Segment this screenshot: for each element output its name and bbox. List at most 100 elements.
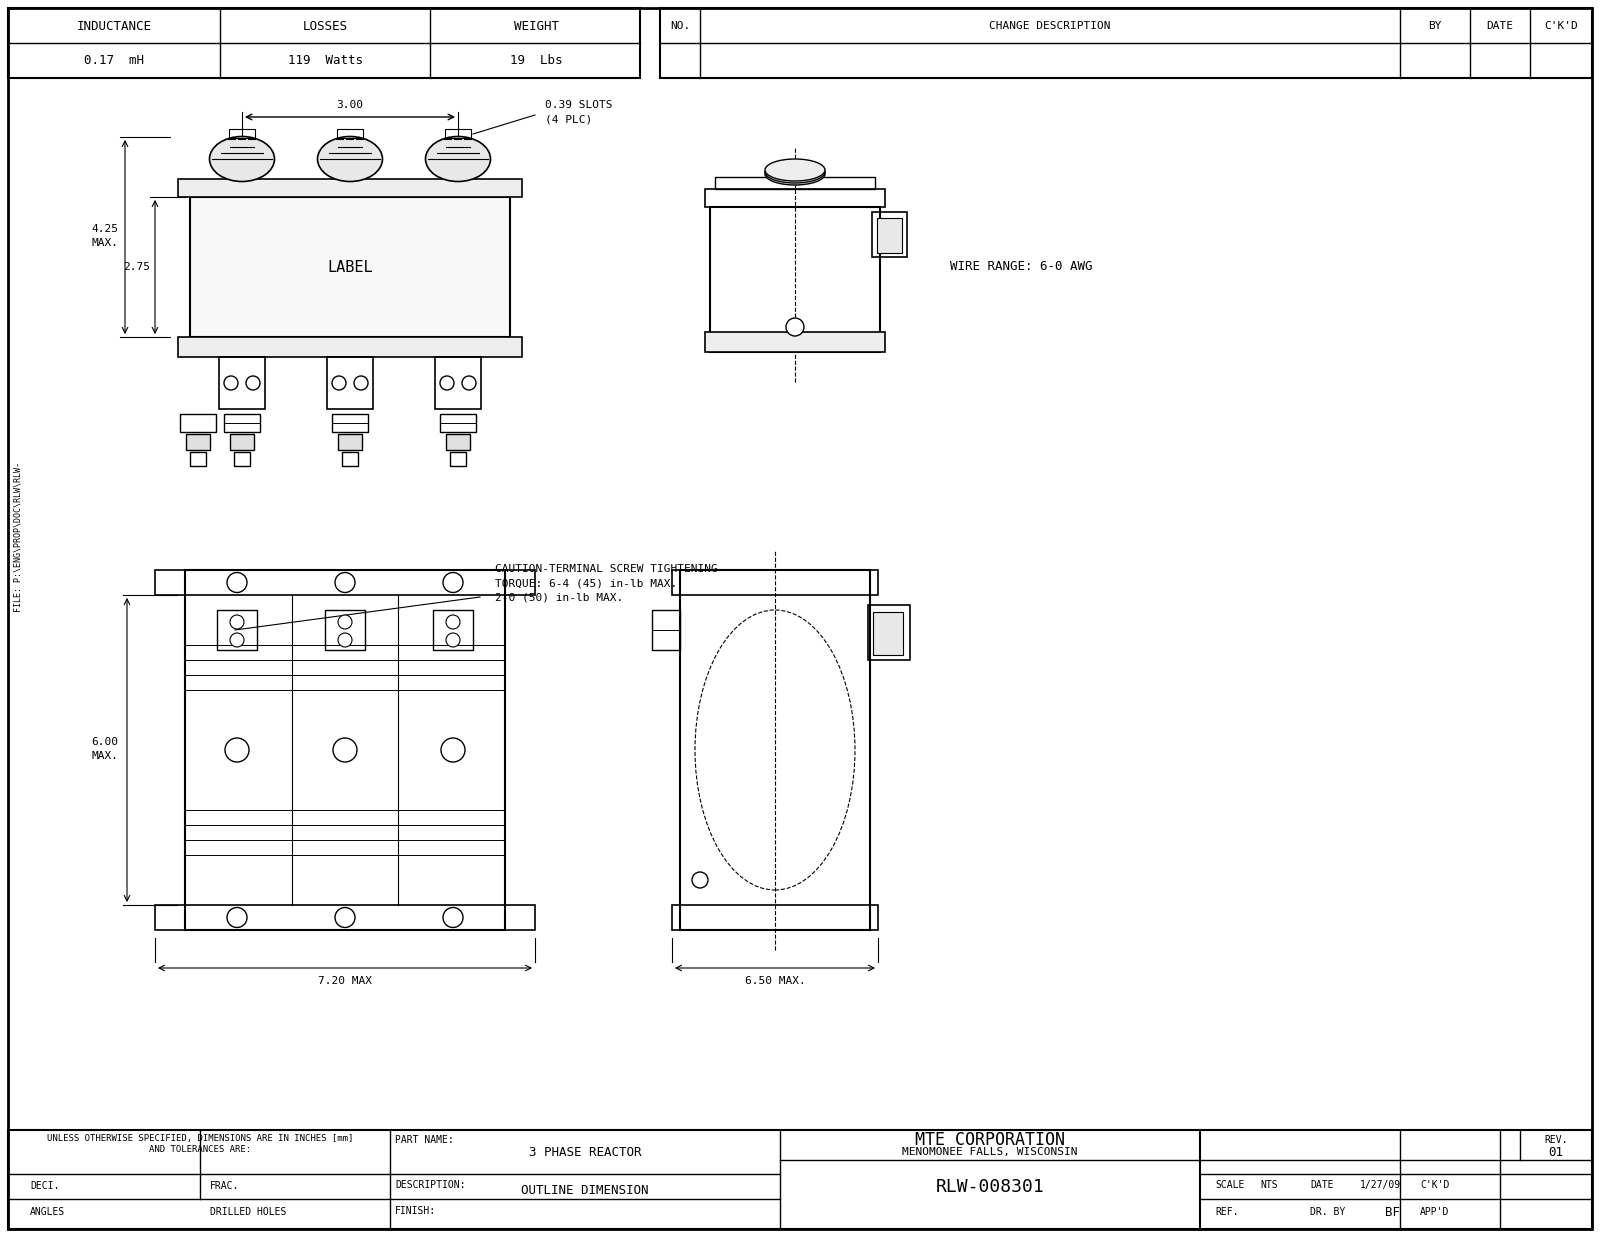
- Text: DECI.: DECI.: [30, 1181, 59, 1191]
- Bar: [178, 179, 522, 197]
- Text: 0.17  mH: 0.17 mH: [83, 53, 144, 67]
- Circle shape: [334, 908, 355, 928]
- Text: SCALE: SCALE: [1214, 1180, 1245, 1190]
- Circle shape: [334, 573, 355, 593]
- Text: 2-0 (50) in-lb MAX.: 2-0 (50) in-lb MAX.: [494, 593, 624, 602]
- Circle shape: [462, 376, 477, 390]
- Bar: [874, 612, 902, 656]
- Ellipse shape: [210, 136, 275, 182]
- Text: TORQUE: 6-4 (45) in-lb MAX.: TORQUE: 6-4 (45) in-lb MAX.: [494, 578, 677, 588]
- Circle shape: [440, 376, 454, 390]
- Bar: [224, 414, 259, 432]
- Bar: [186, 434, 210, 450]
- Circle shape: [227, 908, 246, 928]
- Text: 3 PHASE REACTOR: 3 PHASE REACTOR: [528, 1145, 642, 1159]
- Text: 6.50 MAX.: 6.50 MAX.: [744, 976, 805, 986]
- Bar: [230, 434, 254, 450]
- Text: APP'D: APP'D: [1421, 1207, 1450, 1217]
- Bar: [218, 610, 258, 649]
- Bar: [326, 357, 373, 409]
- Ellipse shape: [765, 163, 826, 186]
- Text: FRAC.: FRAC.: [210, 1181, 240, 1191]
- Bar: [342, 452, 358, 466]
- Text: MAX.: MAX.: [91, 238, 118, 247]
- Text: BY: BY: [1429, 21, 1442, 31]
- Text: MAX.: MAX.: [91, 751, 118, 761]
- Text: DESCRIPTION:: DESCRIPTION:: [395, 1180, 466, 1190]
- Bar: [234, 452, 250, 466]
- Bar: [440, 414, 477, 432]
- Bar: [661, 7, 1592, 78]
- Text: 4.25: 4.25: [91, 224, 118, 234]
- Bar: [179, 414, 216, 432]
- Text: DATE: DATE: [1310, 1180, 1333, 1190]
- Text: REV.: REV.: [1544, 1136, 1568, 1145]
- Bar: [338, 129, 363, 139]
- Text: LOSSES: LOSSES: [302, 20, 347, 32]
- Bar: [178, 336, 522, 357]
- Text: NTS: NTS: [1261, 1180, 1278, 1190]
- Text: 01: 01: [1549, 1145, 1563, 1159]
- Text: DRILLED HOLES: DRILLED HOLES: [210, 1207, 286, 1217]
- Circle shape: [230, 633, 243, 647]
- Ellipse shape: [317, 136, 382, 182]
- Bar: [338, 434, 362, 450]
- Text: 119  Watts: 119 Watts: [288, 53, 363, 67]
- Bar: [706, 189, 885, 207]
- Text: C'K'D: C'K'D: [1421, 1180, 1450, 1190]
- Bar: [445, 129, 470, 139]
- Text: 2.75: 2.75: [123, 262, 150, 272]
- Bar: [872, 212, 907, 257]
- Bar: [8, 7, 640, 78]
- Bar: [155, 570, 534, 595]
- Text: ANGLES: ANGLES: [30, 1207, 66, 1217]
- Text: MENOMONEE FALLS, WISCONSIN: MENOMONEE FALLS, WISCONSIN: [902, 1147, 1078, 1157]
- Text: WEIGHT: WEIGHT: [514, 20, 558, 32]
- Bar: [190, 197, 510, 336]
- Bar: [672, 905, 878, 930]
- Text: 1/27/09: 1/27/09: [1360, 1180, 1402, 1190]
- Text: WIRE RANGE: 6-0 AWG: WIRE RANGE: 6-0 AWG: [950, 261, 1093, 273]
- Circle shape: [338, 615, 352, 628]
- Circle shape: [443, 908, 462, 928]
- Bar: [333, 414, 368, 432]
- Bar: [680, 570, 870, 930]
- Bar: [219, 357, 266, 409]
- Text: (4 PLC): (4 PLC): [546, 114, 592, 124]
- Ellipse shape: [426, 136, 491, 182]
- Circle shape: [224, 376, 238, 390]
- Text: AND TOLERANCES ARE:: AND TOLERANCES ARE:: [149, 1145, 251, 1154]
- Circle shape: [691, 872, 707, 888]
- Text: 0.39 SLOTS: 0.39 SLOTS: [546, 100, 613, 110]
- Circle shape: [354, 376, 368, 390]
- Text: MTE CORPORATION: MTE CORPORATION: [915, 1131, 1066, 1149]
- Circle shape: [786, 318, 805, 336]
- Bar: [867, 605, 910, 661]
- Text: OUTLINE DIMENSION: OUTLINE DIMENSION: [522, 1185, 648, 1197]
- Text: FINISH:: FINISH:: [395, 1206, 437, 1216]
- Circle shape: [230, 615, 243, 628]
- Text: 7.20 MAX: 7.20 MAX: [318, 976, 371, 986]
- Bar: [706, 332, 885, 353]
- Text: RLW-008301: RLW-008301: [936, 1178, 1045, 1196]
- Text: INDUCTANCE: INDUCTANCE: [77, 20, 152, 32]
- Text: DATE: DATE: [1486, 21, 1514, 31]
- Text: C'K'D: C'K'D: [1544, 21, 1578, 31]
- Text: DR. BY: DR. BY: [1310, 1207, 1346, 1217]
- Bar: [446, 434, 470, 450]
- Text: 6.00: 6.00: [91, 737, 118, 747]
- Text: REF.: REF.: [1214, 1207, 1238, 1217]
- Bar: [450, 452, 466, 466]
- Circle shape: [446, 615, 461, 628]
- Bar: [8, 1131, 1592, 1230]
- Circle shape: [333, 376, 346, 390]
- Text: LABEL: LABEL: [326, 260, 373, 275]
- Text: BF: BF: [1386, 1206, 1400, 1218]
- Text: 19  Lbs: 19 Lbs: [510, 53, 562, 67]
- Ellipse shape: [765, 160, 826, 181]
- Bar: [715, 177, 875, 189]
- Text: PART NAME:: PART NAME:: [395, 1136, 454, 1145]
- Ellipse shape: [765, 161, 826, 183]
- Circle shape: [443, 573, 462, 593]
- Text: UNLESS OTHERWISE SPECIFIED, DIMENSIONS ARE IN INCHES [mm]: UNLESS OTHERWISE SPECIFIED, DIMENSIONS A…: [46, 1133, 354, 1143]
